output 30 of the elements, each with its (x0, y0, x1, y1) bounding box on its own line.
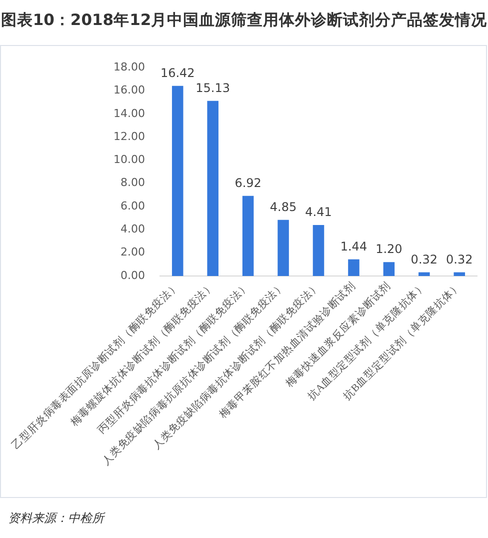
y-tick-label: 14.00 (114, 106, 145, 120)
data-label: 0.32 (446, 252, 473, 266)
bar (383, 262, 395, 276)
y-tick-label: 2.00 (120, 246, 145, 259)
data-label: 0.32 (410, 252, 438, 266)
y-tick-label: 8.00 (120, 176, 145, 190)
y-tick-label: 10.00 (114, 153, 145, 166)
data-label: 4.85 (270, 200, 297, 214)
bar (418, 272, 430, 276)
data-label: 1.44 (340, 239, 368, 254)
data-label: 6.92 (234, 176, 262, 190)
y-tick-label: 0.00 (120, 268, 145, 282)
bar (312, 224, 324, 276)
bar (172, 86, 184, 276)
data-label: 15.13 (196, 80, 230, 95)
data-label: 4.41 (305, 205, 332, 220)
bar (348, 259, 360, 276)
data-label: 16.42 (160, 66, 195, 80)
bar (278, 220, 289, 276)
data-label: 1.20 (376, 242, 402, 256)
bar (454, 272, 466, 276)
bar (242, 196, 254, 276)
y-tick-label: 4.00 (120, 222, 145, 236)
y-tick-label: 6.00 (120, 199, 145, 212)
y-tick-label: 16.00 (114, 84, 145, 97)
y-tick-label: 18.00 (114, 60, 145, 74)
bar (207, 100, 218, 276)
text: 资料来源：中检所 (8, 510, 104, 527)
chart-title: 图表10：2018年12月中国血源筛查用体外诊断试剂分产品签发情况 (0, 10, 488, 31)
y-tick-label: 12.00 (114, 130, 145, 143)
